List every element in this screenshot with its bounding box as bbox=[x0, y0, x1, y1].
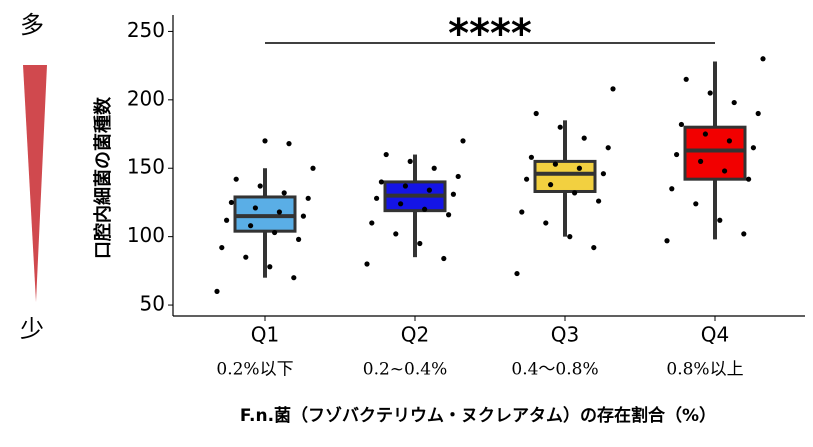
data-point bbox=[228, 199, 234, 206]
significance-label: **** bbox=[448, 11, 532, 57]
data-point bbox=[417, 240, 423, 247]
data-point bbox=[576, 165, 583, 171]
data-point bbox=[422, 206, 428, 212]
data-point bbox=[596, 198, 602, 204]
x-tick-label: Q1 bbox=[251, 323, 279, 347]
x-tick-label: Q4 bbox=[701, 323, 729, 347]
data-point bbox=[393, 231, 399, 237]
data-point bbox=[702, 131, 709, 137]
data-point bbox=[374, 195, 380, 201]
data-point bbox=[441, 255, 447, 262]
data-point bbox=[581, 135, 587, 141]
side-label-top: 多 bbox=[20, 11, 44, 39]
data-point bbox=[755, 110, 761, 117]
data-point bbox=[450, 191, 456, 197]
data-point bbox=[693, 201, 699, 207]
data-point bbox=[233, 176, 239, 182]
data-point bbox=[257, 183, 263, 189]
data-point bbox=[726, 138, 733, 144]
data-point bbox=[281, 190, 287, 196]
box bbox=[233, 195, 297, 233]
x-axis-title: F.n.菌（フゾバクテリウム・ヌクレアタム）の存在割合（%） bbox=[240, 405, 716, 426]
y-tick-label: 200 bbox=[127, 86, 165, 110]
data-point bbox=[552, 161, 559, 167]
data-point bbox=[610, 86, 616, 92]
data-point bbox=[722, 168, 728, 174]
data-point bbox=[591, 244, 597, 251]
scale-triangle bbox=[23, 65, 47, 302]
data-point bbox=[291, 275, 297, 281]
data-point bbox=[272, 229, 278, 236]
data-point bbox=[707, 90, 713, 96]
x-tick-label: Q2 bbox=[401, 323, 429, 347]
data-point bbox=[683, 76, 689, 82]
data-point bbox=[296, 236, 302, 242]
data-point bbox=[243, 254, 249, 260]
data-point bbox=[398, 201, 404, 207]
y-tick-label: 250 bbox=[127, 18, 165, 42]
data-point bbox=[252, 205, 258, 211]
data-point bbox=[364, 261, 370, 267]
y-axis-title: 口腔内細菌の菌種数 bbox=[92, 96, 114, 259]
data-point bbox=[760, 56, 766, 62]
data-point bbox=[369, 220, 375, 226]
data-point bbox=[698, 158, 704, 164]
x-sublabel: 0.2%以下 bbox=[216, 360, 293, 380]
data-point bbox=[276, 209, 282, 215]
data-point bbox=[455, 173, 461, 180]
data-point bbox=[219, 244, 225, 251]
data-point bbox=[514, 270, 520, 277]
x-tick-label: Q3 bbox=[551, 323, 579, 347]
data-point bbox=[248, 223, 254, 229]
data-point bbox=[600, 171, 607, 177]
data-point bbox=[267, 264, 273, 270]
data-point bbox=[214, 288, 220, 294]
data-point bbox=[383, 151, 389, 158]
data-point bbox=[262, 138, 268, 144]
data-point bbox=[310, 165, 316, 171]
data-point bbox=[402, 183, 408, 189]
data-point bbox=[669, 186, 675, 192]
data-point bbox=[557, 124, 563, 130]
data-point bbox=[286, 141, 292, 147]
y-tick-label: 150 bbox=[127, 155, 165, 179]
data-point bbox=[300, 213, 306, 219]
data-point bbox=[572, 190, 578, 196]
data-point bbox=[305, 195, 311, 201]
data-point bbox=[746, 176, 752, 182]
data-point bbox=[674, 151, 680, 158]
y-tick-label: 100 bbox=[127, 223, 165, 247]
box bbox=[683, 125, 747, 181]
x-sublabel: 0.8%以上 bbox=[666, 360, 743, 380]
data-point bbox=[543, 220, 549, 226]
data-point bbox=[224, 217, 230, 223]
data-point bbox=[446, 212, 452, 218]
data-point bbox=[426, 187, 432, 193]
data-point bbox=[605, 145, 611, 151]
data-point bbox=[548, 182, 554, 188]
data-point bbox=[741, 231, 747, 237]
data-point bbox=[460, 138, 466, 144]
y-tick-label: 50 bbox=[140, 292, 165, 316]
data-point bbox=[750, 145, 757, 151]
side-label-bottom: 少 bbox=[20, 315, 44, 343]
data-point bbox=[519, 209, 525, 215]
data-point bbox=[533, 110, 539, 117]
data-point bbox=[431, 165, 437, 171]
data-point bbox=[731, 99, 737, 106]
data-point bbox=[524, 176, 530, 182]
data-point bbox=[664, 238, 670, 244]
data-point bbox=[678, 121, 685, 128]
data-point bbox=[528, 154, 535, 160]
x-sublabel: 0.4～0.8% bbox=[511, 360, 598, 380]
data-point bbox=[717, 217, 723, 223]
data-point bbox=[407, 158, 413, 164]
x-sublabel: 0.2~0.4% bbox=[363, 360, 447, 380]
box bbox=[533, 159, 597, 193]
data-point bbox=[567, 234, 573, 240]
data-point bbox=[378, 179, 384, 185]
